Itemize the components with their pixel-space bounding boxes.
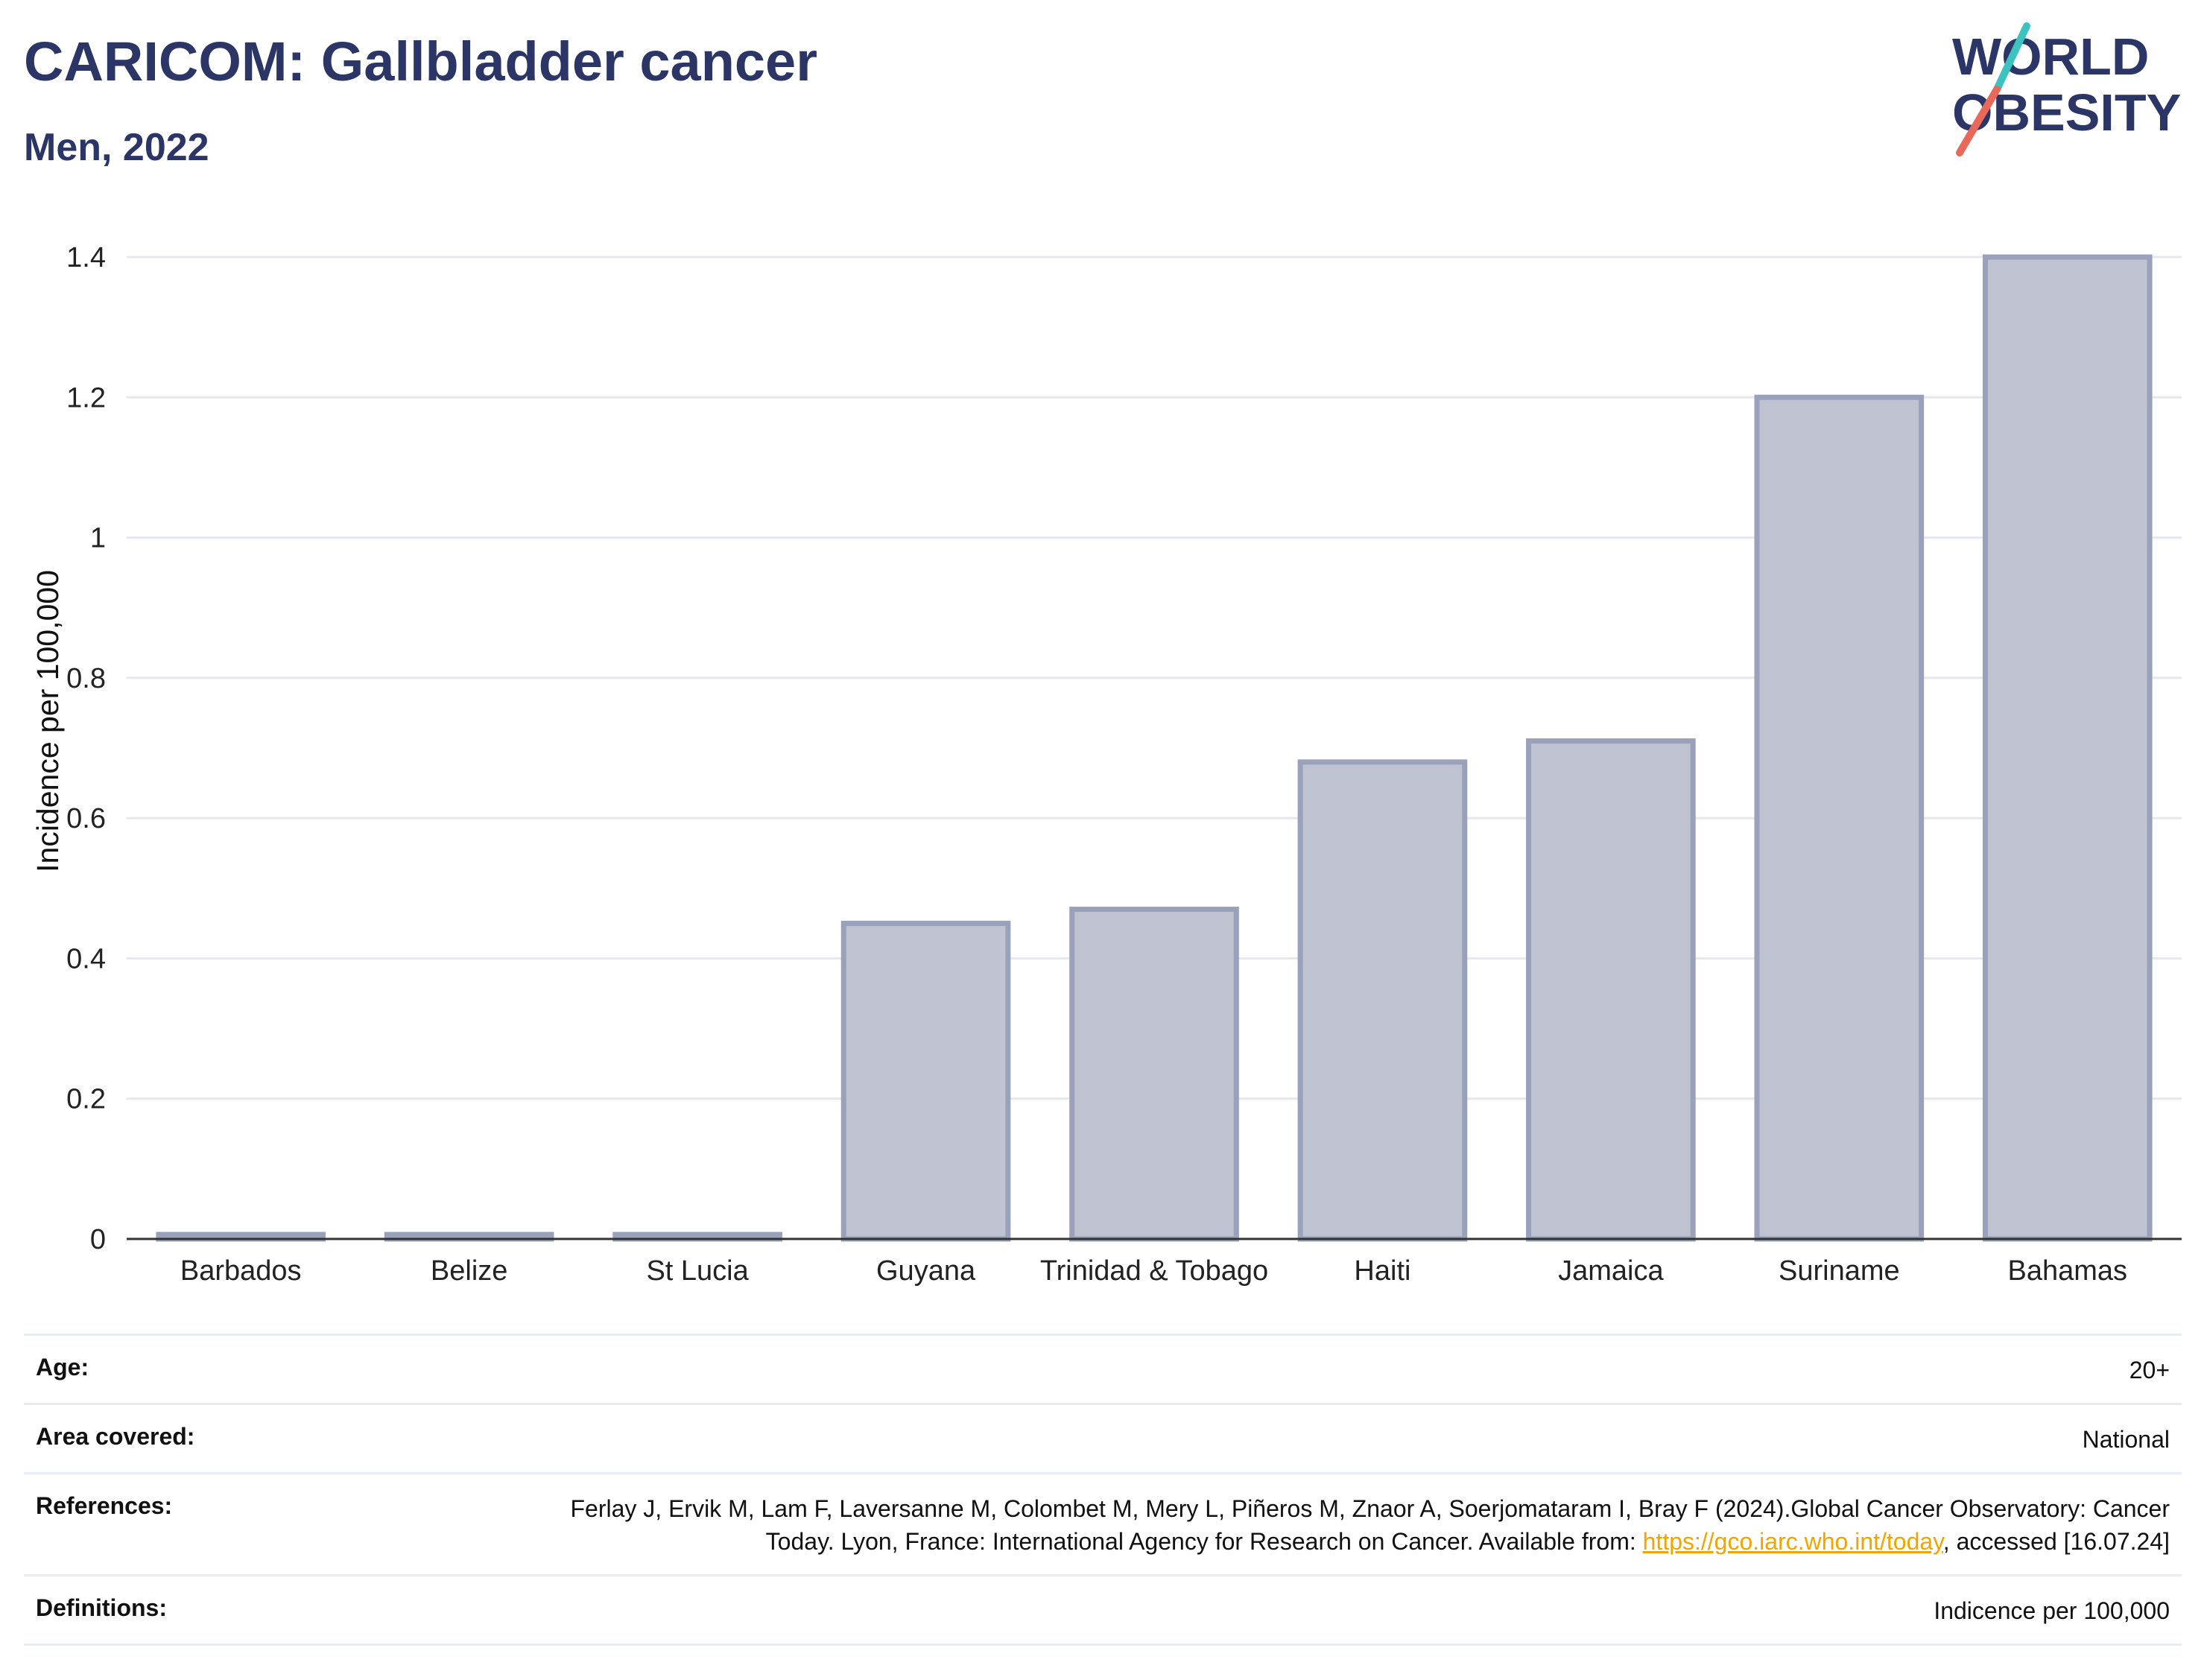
y-tick-label: 0.4 xyxy=(66,943,106,974)
x-tick-label: Suriname xyxy=(1779,1255,1900,1287)
info-row-area: Area covered: National xyxy=(24,1403,2182,1472)
bar xyxy=(1297,759,1468,1242)
info-table: Age: 20+ Area covered: National Referenc… xyxy=(24,1334,2182,1646)
y-axis-label: Incidence per 100,000 xyxy=(31,570,65,872)
bar-chart: 0 0.2 0.4 0.6 0.8 1 1.2 1.4 Barbados Belize St Luc… xyxy=(31,242,2182,1287)
bar xyxy=(1754,394,1925,1242)
y-tick-label: 1 xyxy=(90,523,106,554)
bar xyxy=(1982,254,2153,1242)
y-tick-label: 0.2 xyxy=(66,1084,106,1115)
bars xyxy=(156,254,2153,1242)
y-tick-label: 0 xyxy=(90,1224,106,1255)
x-tick-label: Haiti xyxy=(1354,1255,1410,1287)
info-row-age: Age: 20+ xyxy=(24,1334,2182,1403)
x-tick-label: Belize xyxy=(431,1255,508,1287)
axes: 0 0.2 0.4 0.6 0.8 1 1.2 1.4 Barbados Belize St Luc… xyxy=(66,242,2182,1287)
age-value: 20+ xyxy=(2129,1357,2170,1383)
definitions-label: Definitions: xyxy=(36,1594,167,1621)
logo-slash-bottom xyxy=(1956,86,2001,156)
area-covered-label: Area covered: xyxy=(36,1423,195,1450)
logo-line-world: WORLD xyxy=(1952,28,2149,86)
x-tick-label: Jamaica xyxy=(1558,1255,1664,1287)
chart-subtitle: Men, 2022 xyxy=(24,126,209,169)
references-text: Ferlay J, Ervik M, Lam F, Laversanne M, … xyxy=(570,1495,2170,1555)
y-tick-label: 0.6 xyxy=(66,803,106,834)
logo-slash-top xyxy=(1993,22,2030,93)
y-tick-label: 1.4 xyxy=(66,242,106,273)
bar xyxy=(840,920,1011,1242)
x-tick-label: Guyana xyxy=(876,1255,976,1287)
references-accessed: , accessed [16.07.24] xyxy=(1942,1528,2170,1555)
definitions-value: Indicence per 100,000 xyxy=(1934,1597,2170,1624)
references-label: References: xyxy=(36,1492,173,1519)
age-label: Age: xyxy=(36,1354,89,1381)
y-tick-label: 0.8 xyxy=(66,663,106,694)
references-value: Ferlay J, Ervik M, Lam F, Laversanne M, … xyxy=(531,1492,2170,1558)
logo-line-obesity: OBESITY xyxy=(1952,83,2181,142)
bar xyxy=(1069,907,1239,1242)
world-obesity-logo: WORLD OBESITY xyxy=(1952,22,2181,156)
x-tick-label: Barbados xyxy=(180,1255,302,1287)
chart-title: CARICOM: Gallbladder cancer xyxy=(24,31,818,92)
bar xyxy=(1526,738,1696,1242)
info-row-definitions: Definitions: Indicence per 100,000 xyxy=(24,1574,2182,1646)
x-tick-label: St Lucia xyxy=(646,1255,749,1287)
y-tick-label: 1.2 xyxy=(66,382,106,413)
info-row-references: References: Ferlay J, Ervik M, Lam F, La… xyxy=(24,1472,2182,1574)
x-tick-label: Trinidad & Tobago xyxy=(1040,1255,1268,1287)
x-tick-label: Bahamas xyxy=(2008,1255,2128,1287)
area-covered-value: National xyxy=(2082,1426,2170,1453)
references-link[interactable]: https://gco.iarc.who.int/today xyxy=(1642,1528,1943,1555)
